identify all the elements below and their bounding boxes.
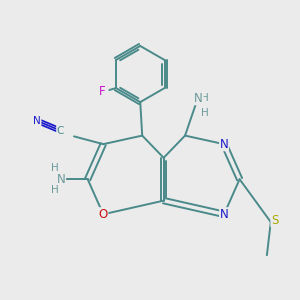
Text: N: N <box>57 173 65 186</box>
Text: N: N <box>220 208 228 221</box>
Text: H: H <box>201 93 209 103</box>
Text: N: N <box>33 116 41 126</box>
Text: H: H <box>51 163 58 173</box>
Text: C: C <box>57 125 64 136</box>
Text: O: O <box>99 208 108 221</box>
Text: F: F <box>99 85 106 98</box>
Text: H: H <box>201 108 209 118</box>
Text: N: N <box>194 92 203 105</box>
Text: H: H <box>51 185 58 195</box>
Text: S: S <box>271 214 278 226</box>
Text: N: N <box>220 138 228 151</box>
